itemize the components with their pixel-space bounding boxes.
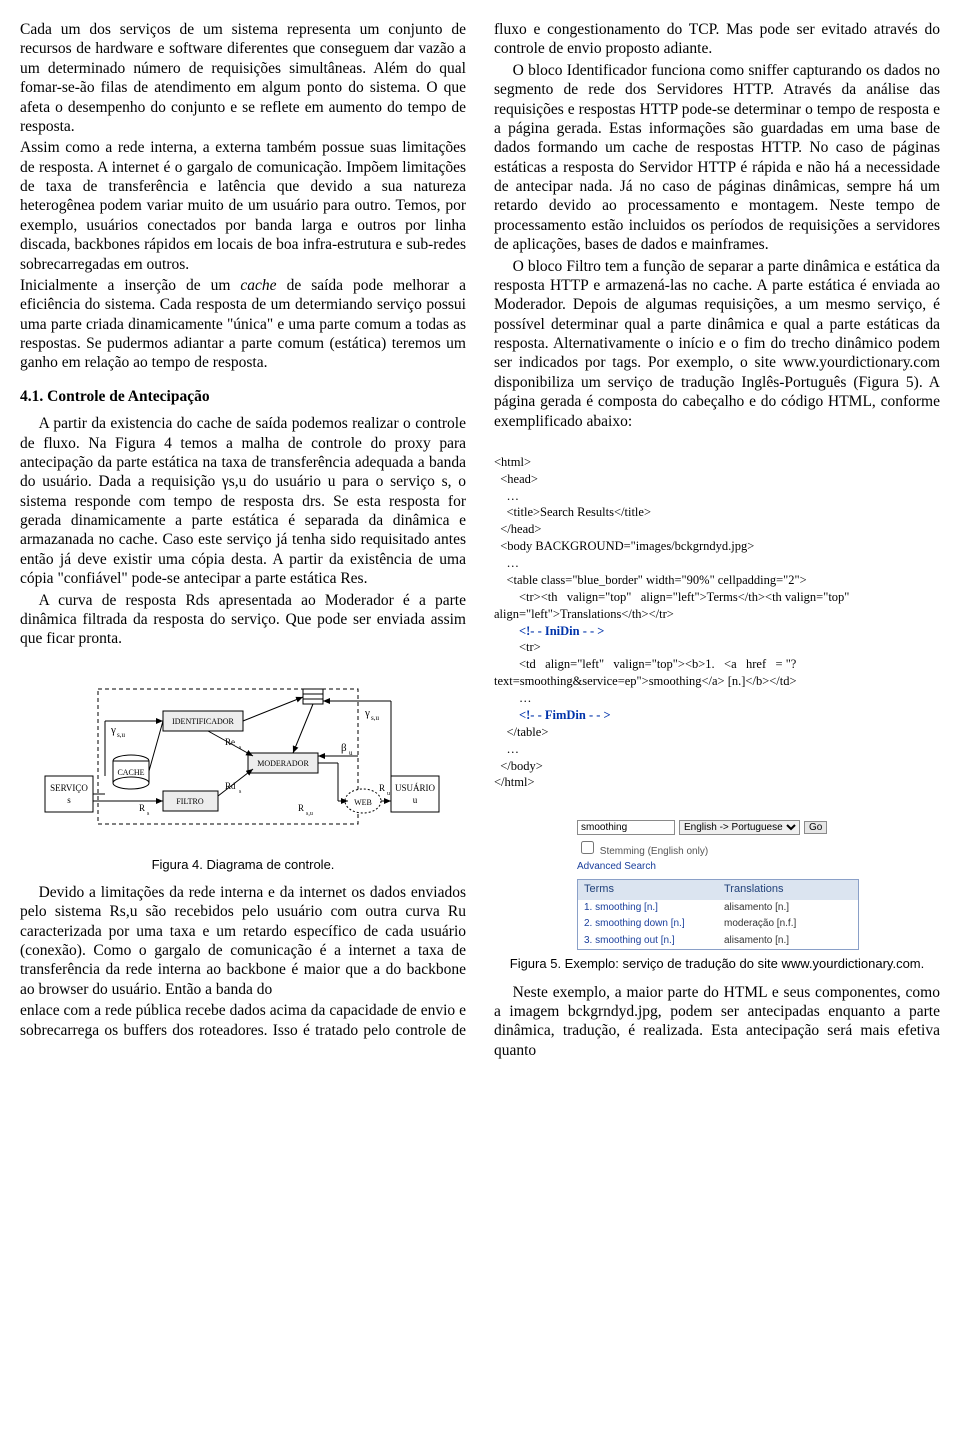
code-line: <!- - IniDin - - > bbox=[494, 624, 604, 638]
para: Inicialmente a inserção de um cache de s… bbox=[20, 276, 466, 373]
svg-text:WEB: WEB bbox=[354, 798, 372, 807]
col-terms: Terms bbox=[578, 880, 718, 900]
svg-text:γ: γ bbox=[364, 707, 370, 719]
svg-text:s: s bbox=[147, 811, 150, 817]
svg-text:USUÁRIO: USUÁRIO bbox=[395, 783, 436, 793]
code-line: <!- - FimDin - - > bbox=[494, 708, 611, 722]
figure-5-caption: Figura 5. Exemplo: serviço de tradução d… bbox=[494, 956, 940, 972]
code-line: … bbox=[494, 556, 519, 570]
svg-text:Re: Re bbox=[225, 737, 235, 747]
svg-text:s: s bbox=[67, 795, 71, 805]
svg-text:β: β bbox=[341, 742, 347, 754]
code-line: <tr><th valign="top" align="left">Terms<… bbox=[494, 590, 853, 621]
code-line: </body> bbox=[494, 759, 543, 773]
svg-text:R: R bbox=[298, 803, 304, 813]
figure-4-caption: Figura 4. Diagrama de controle. bbox=[20, 857, 466, 873]
code-line: <body BACKGROUND="images/bckgrndyd.jpg> bbox=[494, 539, 754, 553]
table-row: 2. smoothing down [n.] moderação [n.f.] bbox=[578, 916, 858, 933]
table-row: 1. smoothing [n.] alisamento [n.] bbox=[578, 900, 858, 917]
code-line: … bbox=[494, 691, 532, 705]
code-line: <head> bbox=[494, 472, 538, 486]
code-line: <html> bbox=[494, 455, 531, 469]
code-line: </html> bbox=[494, 775, 535, 789]
svg-text:IDENTIFICADOR: IDENTIFICADOR bbox=[172, 717, 234, 726]
para: Neste exemplo, a maior parte do HTML e s… bbox=[494, 983, 940, 1061]
code-line: </head> bbox=[494, 522, 541, 536]
dict-go-button[interactable]: Go bbox=[804, 821, 827, 834]
cell-trans: moderação [n.f.] bbox=[718, 916, 858, 933]
code-line: <table class="blue_border" width="90%" c… bbox=[494, 573, 807, 587]
dict-stemming-label: Stemming (English only) bbox=[600, 846, 708, 857]
svg-text:u: u bbox=[387, 791, 390, 797]
section-heading: 4.1. Controle de Antecipação bbox=[20, 387, 466, 406]
code-line: <tr> bbox=[494, 640, 541, 654]
svg-text:u: u bbox=[349, 749, 353, 757]
svg-text:FILTRO: FILTRO bbox=[176, 797, 203, 806]
svg-text:R: R bbox=[379, 783, 385, 793]
code-line: … bbox=[494, 742, 519, 756]
dict-search-input[interactable] bbox=[577, 820, 675, 835]
text: Inicialmente a inserção de um bbox=[20, 277, 240, 294]
svg-text:CACHE: CACHE bbox=[117, 768, 144, 777]
dict-lang-select[interactable]: English -> Portuguese bbox=[679, 820, 800, 835]
dictionary-widget: English -> Portuguese Go Stemming (Engli… bbox=[577, 820, 857, 950]
para: O bloco Filtro tem a função de separar a… bbox=[494, 257, 940, 431]
code-line: … bbox=[494, 489, 519, 503]
cell-term[interactable]: 3. smoothing out [n.] bbox=[578, 933, 718, 950]
code-line: <td align="left" valign="top"><b>1. <a h… bbox=[494, 657, 797, 688]
figure-5: English -> Portuguese Go Stemming (Engli… bbox=[494, 820, 940, 973]
svg-text:s,u: s,u bbox=[117, 731, 125, 739]
figure-4: SERVIÇO s USUÁRIO u CACHE IDENTIFICADOR … bbox=[20, 661, 466, 873]
checkbox-icon[interactable] bbox=[581, 841, 594, 854]
cell-term[interactable]: 2. smoothing down [n.] bbox=[578, 916, 718, 933]
svg-text:SERVIÇO: SERVIÇO bbox=[50, 783, 88, 793]
cell-trans: alisamento [n.] bbox=[718, 933, 858, 950]
svg-text:γ: γ bbox=[110, 724, 116, 736]
para: Devido a limitações da rede interna e da… bbox=[20, 883, 466, 999]
svg-text:s,u: s,u bbox=[371, 714, 379, 722]
para: A curva de resposta Rds apresentada ao M… bbox=[20, 591, 466, 649]
cell-term[interactable]: 1. smoothing [n.] bbox=[578, 900, 718, 917]
svg-text:R: R bbox=[139, 803, 145, 813]
dict-results-table: Terms Translations 1. smoothing [n.] ali… bbox=[577, 879, 859, 950]
code-line: </table> bbox=[494, 725, 548, 739]
cell-trans: alisamento [n.] bbox=[718, 900, 858, 917]
code-line: <title>Search Results</title> bbox=[494, 505, 651, 519]
svg-text:MODERADOR: MODERADOR bbox=[257, 759, 309, 768]
svg-text:s: s bbox=[239, 789, 242, 795]
dict-advanced-link[interactable]: Advanced Search bbox=[577, 861, 857, 874]
para: O bloco Identificador funciona como snif… bbox=[494, 61, 940, 255]
dict-stemming-check[interactable]: Stemming (English only) bbox=[577, 838, 857, 859]
text-italic: cache bbox=[240, 277, 276, 294]
table-row: 3. smoothing out [n.] alisamento [n.] bbox=[578, 933, 858, 950]
html-snippet: <html> <head> … <title>Search Results</t… bbox=[494, 437, 940, 808]
svg-text:Rd: Rd bbox=[225, 781, 236, 791]
para: Cada um dos serviços de um sistema repre… bbox=[20, 20, 466, 136]
col-translations: Translations bbox=[718, 880, 858, 900]
svg-text:u: u bbox=[413, 795, 418, 805]
para: A partir da existencia do cache de saída… bbox=[20, 414, 466, 588]
para: Assim como a rede interna, a externa tam… bbox=[20, 138, 466, 274]
svg-text:s,u: s,u bbox=[306, 811, 313, 817]
